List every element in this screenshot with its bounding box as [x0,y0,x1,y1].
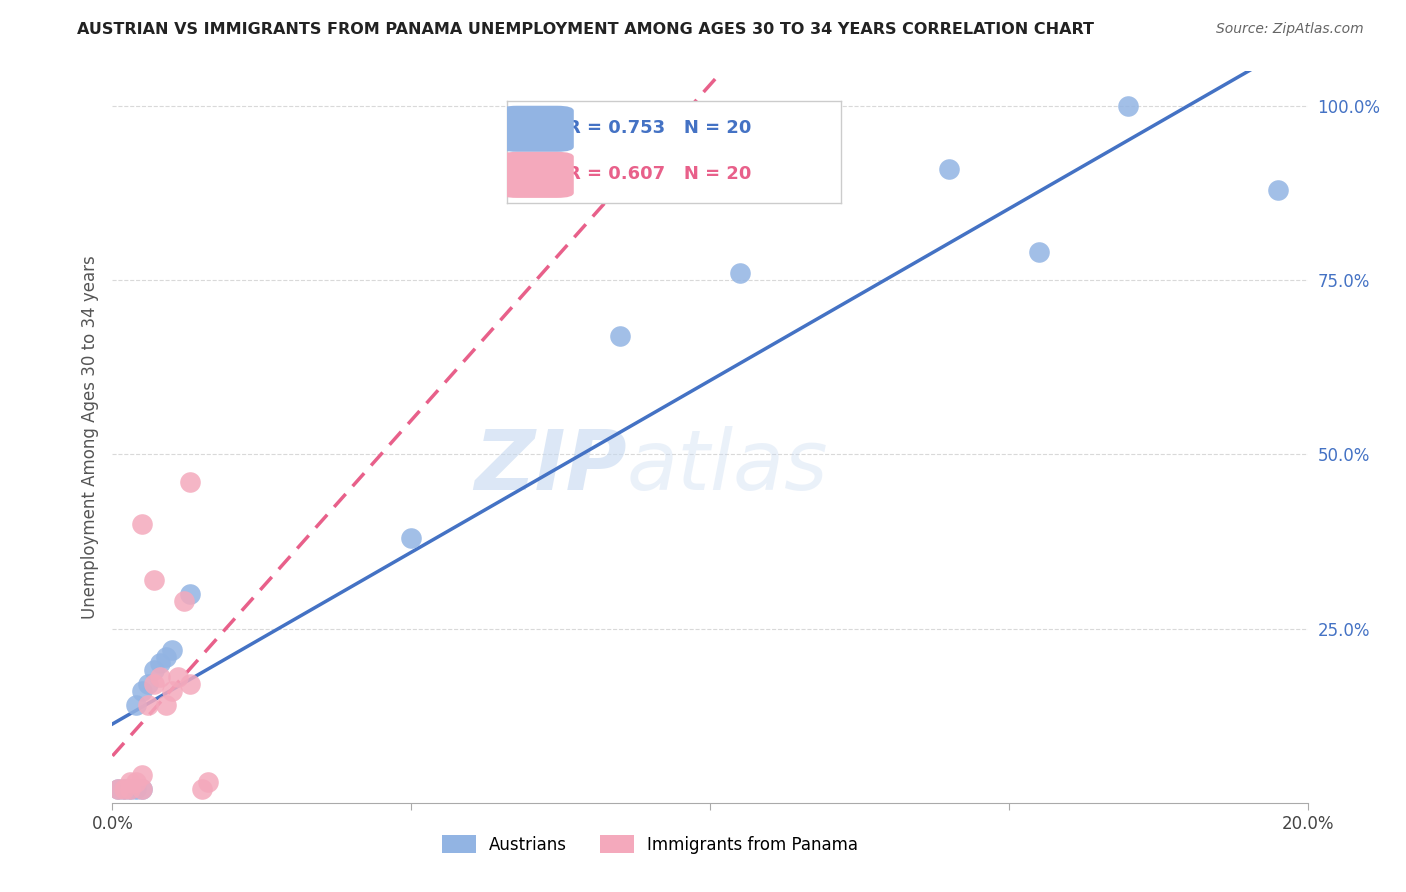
Point [125,775,148,789]
Point [401,531,423,545]
Point [107,781,129,796]
Point [120,781,142,796]
Point [138,698,160,713]
Point [138,677,160,691]
Point [179,475,201,490]
Point [143,677,166,691]
Point [131,781,153,796]
Point [107,781,129,796]
Point [155,649,177,664]
Point [162,684,183,698]
Point [1267,183,1289,197]
Point [728,266,751,280]
Point [609,329,631,343]
Point [120,781,142,796]
Point [143,573,166,587]
Point [131,684,153,698]
Point [149,657,172,671]
Point [120,775,142,789]
Legend: Austrians, Immigrants from Panama: Austrians, Immigrants from Panama [436,829,865,860]
Point [197,775,219,789]
Point [191,781,214,796]
Point [149,670,172,684]
Point [1118,99,1140,113]
Point [143,664,166,678]
Point [131,781,153,796]
Y-axis label: Unemployment Among Ages 30 to 34 years: Unemployment Among Ages 30 to 34 years [80,255,98,619]
Point [131,768,153,782]
Point [1028,245,1050,260]
Point [155,698,177,713]
Point [179,677,201,691]
Point [179,587,201,601]
Text: Source: ZipAtlas.com: Source: ZipAtlas.com [1216,22,1364,37]
Point [114,781,135,796]
Text: AUSTRIAN VS IMMIGRANTS FROM PANAMA UNEMPLOYMENT AMONG AGES 30 TO 34 YEARS CORREL: AUSTRIAN VS IMMIGRANTS FROM PANAMA UNEMP… [77,22,1094,37]
Point [114,781,135,796]
Text: atlas: atlas [627,425,828,507]
Point [125,698,148,713]
Point [125,781,148,796]
Point [938,161,960,176]
Point [173,594,195,608]
Point [162,642,183,657]
Point [167,670,190,684]
Text: ZIP: ZIP [474,425,627,507]
Point [131,517,153,532]
